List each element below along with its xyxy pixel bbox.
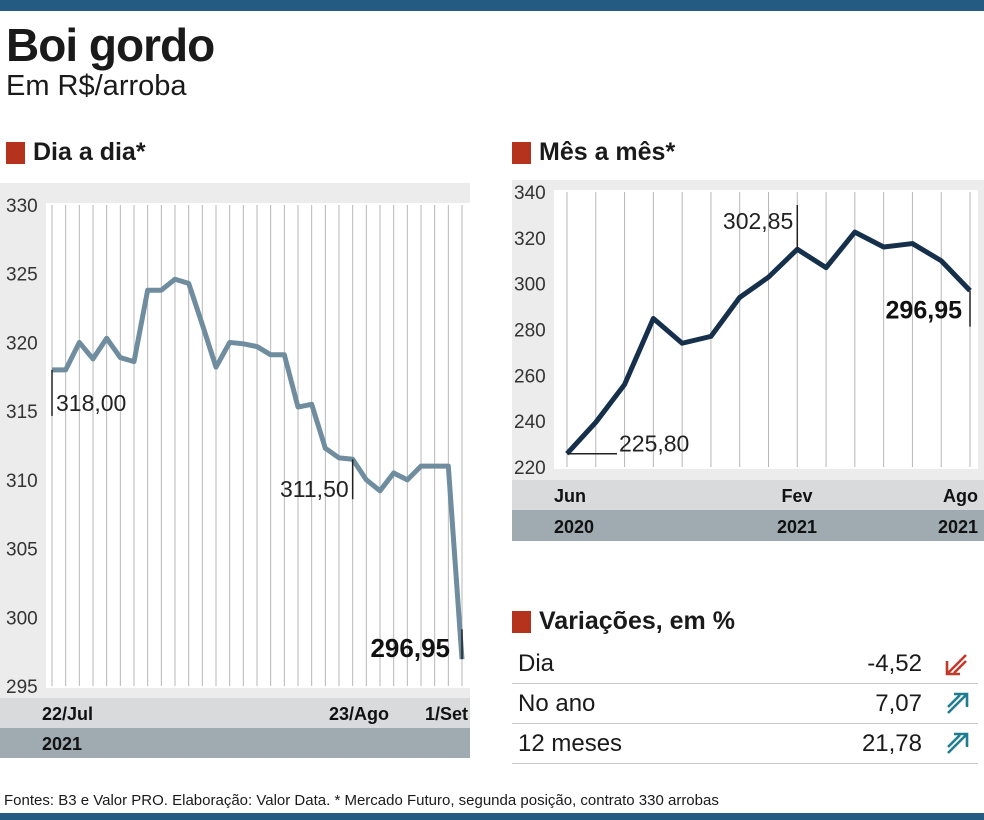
mes-annotation-label: 296,95 [886,297,963,325]
section-marker-icon [6,141,25,164]
section-variacoes: Variações, em % [512,607,735,636]
mes-ytick-label: 320 [514,229,546,250]
mes-xtick-label: Fev [781,486,812,506]
variacao-value: -4,52 [867,650,922,677]
dia-ytick-label: 320 [6,333,38,354]
mes-ytick-label: 240 [514,412,546,433]
mes-ytick-label: 260 [514,366,546,387]
arrow-stroke [953,660,967,674]
arrow-stroke [945,661,960,676]
section-title-mes: Mês a mês* [539,138,676,166]
dia-year-band [0,728,470,758]
dia-xtick-label: 23/Ago [329,704,389,724]
mes-series-line [565,229,972,456]
arrow-stroke [954,732,969,747]
mes-xaxis-band [512,480,984,510]
dia-xtick-label: 1/Set [425,704,468,724]
mes-year-band [512,510,984,541]
variacao-row: 12 meses 21,78 [512,723,978,764]
mes-ytick-label: 220 [514,458,546,479]
page-title: Boi gordo [6,19,215,71]
mes-annotation-label: 302,85 [723,208,793,234]
variacao-row: No ano 7,07 [512,683,978,724]
arrow-stroke [947,694,967,714]
charts-canvas: 330 325 320 315 310 305 300 295 318,00 311,50 296,… [0,180,984,758]
footer-sources: Fontes: B3 e Valor PRO. Elaboração: Valo… [4,792,719,809]
variacao-label: 12 meses [518,730,623,757]
bottom-bar [0,813,984,820]
section-marker-icon [512,610,531,633]
dia-ytick-label: 305 [6,540,38,561]
variacao-label: No ano [518,690,596,717]
arrow-stroke [947,694,961,708]
dia-ytick-label: 315 [6,402,38,423]
dia-annotation-label: 296,95 [370,633,450,663]
page-subtitle: Em R$/arroba [6,70,187,102]
variacoes-title: Variações, em % [539,607,735,635]
mes-ytick-label: 340 [514,183,546,204]
dia-ytick-label: 295 [6,677,38,698]
dia-xaxis-band [0,698,470,728]
dia-annotation-label: 318,00 [56,390,126,416]
mes-year-label: 2020 [554,517,594,537]
section-marker-icon [512,141,531,164]
dia-xtick-label: 22/Jul [42,704,93,724]
mes-annotation-label: 225,80 [619,431,689,457]
variacao-row: Dia -4,52 [512,643,978,684]
section-dia-a-dia: Dia a dia* [6,138,146,167]
variacao-label: Dia [518,650,555,677]
arrow-down-left-icon [945,654,967,676]
arrow-up-right-icon [947,692,969,714]
dia-ytick-label: 300 [6,608,38,629]
mes-xtick-label: Ago [943,486,978,506]
arrow-stroke [954,692,969,707]
mes-year-label: 2021 [777,517,817,537]
arrow-stroke [947,654,967,674]
dia-series-line [52,276,465,660]
section-mes-a-mes: Mês a mês* [512,138,675,167]
dia-plot-area [46,203,470,688]
mes-ytick-label: 300 [514,275,546,296]
variacao-value: 7,07 [875,690,922,717]
dia-ytick-label: 330 [6,196,38,217]
arrow-stroke [947,734,967,754]
dia-ytick-label: 325 [6,265,38,286]
arrow-up-right-icon [947,732,969,754]
dia-annotation-label: 311,50 [280,476,349,502]
dia-year-label: 2021 [42,734,82,754]
arrow-stroke [947,734,961,748]
mes-ytick-label: 280 [514,321,546,342]
mes-year-label: 2021 [938,517,978,537]
mes-xtick-label: Jun [554,486,586,506]
top-bar [0,0,984,11]
section-title-dia: Dia a dia* [33,138,146,166]
variacao-value: 21,78 [861,730,922,757]
dia-ytick-label: 310 [6,471,38,492]
